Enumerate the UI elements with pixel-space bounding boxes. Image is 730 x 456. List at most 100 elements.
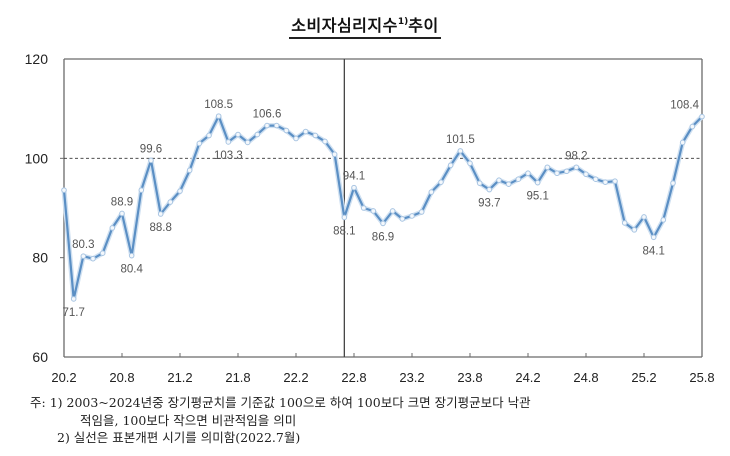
data-label: 88.1 xyxy=(333,225,355,237)
chart-title-text: 소비자심리지수 xyxy=(291,16,398,35)
y-tick-label: 120 xyxy=(25,51,49,67)
data-point-marker xyxy=(631,227,638,233)
data-point-marker xyxy=(254,131,261,138)
data-point-marker xyxy=(699,113,705,120)
data-point-marker xyxy=(486,186,493,193)
chart-title-suffix: 추이 xyxy=(408,16,439,35)
data-point-marker xyxy=(351,184,357,191)
data-label: 80.4 xyxy=(120,264,143,276)
data-point-marker xyxy=(186,167,193,174)
data-point-marker xyxy=(119,210,125,217)
data-point-marker xyxy=(196,140,203,147)
chart-title-footnote-marker: 1) xyxy=(397,17,409,27)
data-point-marker xyxy=(573,164,580,171)
footnote-prefix: 주: xyxy=(30,395,46,410)
data-point-marker xyxy=(90,255,96,262)
footnote-line-3: 2) 실선은 표본개편 시기를 의미함(2022.7월) xyxy=(30,429,720,447)
data-point-marker xyxy=(70,296,77,302)
data-point-marker xyxy=(341,214,348,221)
data-point-marker xyxy=(650,234,657,241)
data-point-marker xyxy=(641,214,647,220)
data-point-marker xyxy=(360,205,367,211)
data-point-marker xyxy=(689,123,696,130)
x-tick-label: 24.2 xyxy=(515,370,540,385)
data-point-marker xyxy=(534,179,541,186)
data-label: 98.2 xyxy=(565,150,587,162)
data-label: 108.4 xyxy=(670,100,699,112)
footnote-1-continued: 적임을, 100보다 작으면 비관적임을 의미 xyxy=(80,412,297,428)
data-point-marker xyxy=(370,208,377,214)
x-tick-label: 24.8 xyxy=(573,370,598,385)
data-label: 103.3 xyxy=(214,150,243,162)
x-tick-label: 25.8 xyxy=(689,370,714,385)
data-point-marker xyxy=(389,208,396,214)
data-point-marker xyxy=(428,189,435,195)
data-point-marker xyxy=(457,148,464,154)
data-point-marker xyxy=(544,164,551,171)
y-tick-label: 60 xyxy=(32,349,48,365)
data-point-marker xyxy=(322,138,328,145)
series xyxy=(61,113,705,302)
data-label: 71.7 xyxy=(62,307,84,319)
data-point-marker xyxy=(138,187,145,193)
data-point-marker xyxy=(80,253,87,259)
data-label: 88.8 xyxy=(149,222,171,234)
data-labels: 71.7 80.3 88.9 80.4 99.6 88.8 108.5 103.3 106.6 8… xyxy=(62,99,699,319)
data-point-marker xyxy=(476,180,483,186)
x-tick-label: 25.2 xyxy=(631,370,656,385)
axes: 60 80 100 120 20.2 20.8 21.2 21.8 22.2 22.8 23.2 23… xyxy=(25,51,715,385)
data-point-marker xyxy=(167,199,174,205)
x-tick-label: 23.8 xyxy=(457,370,482,385)
data-point-marker xyxy=(128,252,135,259)
data-point-marker xyxy=(177,188,183,194)
data-point-marker xyxy=(554,170,560,177)
data-point-marker xyxy=(660,217,667,223)
data-point-marker xyxy=(467,160,473,167)
data-label: 86.9 xyxy=(372,231,394,243)
x-tick-label: 21.2 xyxy=(167,370,192,385)
data-point-marker xyxy=(583,171,589,178)
data-point-marker xyxy=(109,225,116,231)
data-point-marker xyxy=(563,168,570,175)
data-point-marker xyxy=(621,220,628,226)
data-point-marker xyxy=(331,151,338,158)
data-label: 95.1 xyxy=(526,191,548,203)
data-point-marker xyxy=(592,176,599,182)
chart-title: 소비자심리지수1)추이 xyxy=(289,12,441,39)
data-point-marker xyxy=(438,179,444,185)
footnotes: 주: 1) 2003~2024년중 장기평균치를 기준값 100으로 하여 10… xyxy=(30,394,720,447)
y-tick-label: 100 xyxy=(25,150,49,166)
data-point-marker xyxy=(293,135,299,142)
data-point-marker xyxy=(235,131,241,138)
chart-title-wrap: 소비자심리지수1)추이 xyxy=(0,12,730,39)
data-label: 94.1 xyxy=(343,171,365,183)
data-point-marker xyxy=(505,181,512,187)
data-point-marker xyxy=(99,250,106,256)
x-tick-label: 22.8 xyxy=(341,370,366,385)
x-tick-label: 21.8 xyxy=(225,370,250,385)
data-point-marker xyxy=(380,220,386,227)
data-point-marker xyxy=(302,128,309,135)
data-label: 93.7 xyxy=(478,198,500,210)
data-label: 99.6 xyxy=(140,143,162,155)
data-point-marker xyxy=(225,139,232,145)
data-point-marker xyxy=(409,213,415,219)
data-point-marker xyxy=(612,178,618,184)
data-point-marker xyxy=(418,209,425,215)
data-point-marker xyxy=(496,177,502,183)
data-label: 80.3 xyxy=(72,239,94,251)
data-point-marker xyxy=(283,127,290,134)
data-point-marker xyxy=(61,187,67,193)
x-tick-label: 20.2 xyxy=(51,370,76,385)
footnote-1-text: 1) 2003~2024년중 장기평균치를 기준값 100으로 하여 100보다… xyxy=(49,395,531,410)
footnote-2-text: 2) 실선은 표본개편 시기를 의미함(2022.7월) xyxy=(57,430,301,445)
data-point-marker xyxy=(312,132,319,139)
footnote-line-2: 적임을, 100보다 작으면 비관적임을 의미 xyxy=(30,412,720,430)
y-tick-label: 80 xyxy=(32,250,48,266)
footnote-line-1: 주: 1) 2003~2024년중 장기평균치를 기준값 100으로 하여 10… xyxy=(30,394,720,412)
data-point-marker xyxy=(264,122,270,129)
data-point-marker xyxy=(399,216,406,222)
data-point-marker xyxy=(525,170,531,177)
data-label: 101.5 xyxy=(446,134,475,146)
